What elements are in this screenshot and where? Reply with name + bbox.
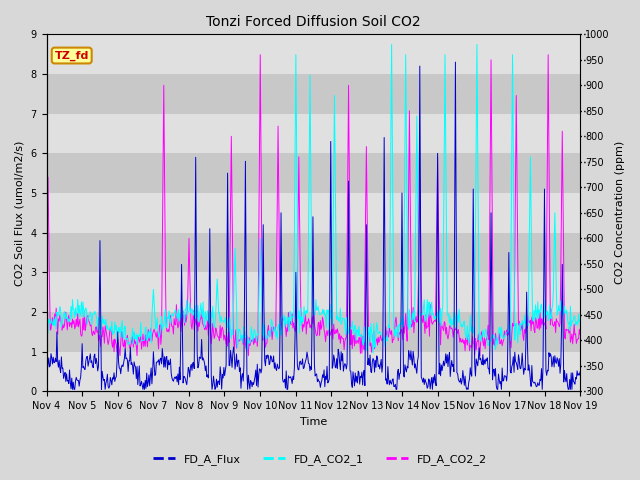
Bar (47, 272, 580, 312)
Bar (47, 312, 580, 352)
Bar (47, 35, 580, 74)
Bar (47, 114, 580, 153)
Text: TZ_fd: TZ_fd (54, 50, 89, 60)
Bar (47, 193, 580, 233)
Bar (47, 153, 580, 193)
Title: Tonzi Forced Diffusion Soil CO2: Tonzi Forced Diffusion Soil CO2 (206, 15, 420, 29)
Y-axis label: CO2 Concentration (ppm): CO2 Concentration (ppm) (615, 141, 625, 285)
Bar (47, 352, 580, 391)
X-axis label: Time: Time (300, 417, 327, 427)
Y-axis label: CO2 Soil Flux (umol/m2/s): CO2 Soil Flux (umol/m2/s) (15, 140, 25, 286)
Legend: FD_A_Flux, FD_A_CO2_1, FD_A_CO2_2: FD_A_Flux, FD_A_CO2_1, FD_A_CO2_2 (148, 450, 492, 469)
Bar (47, 74, 580, 114)
Bar (47, 233, 580, 272)
